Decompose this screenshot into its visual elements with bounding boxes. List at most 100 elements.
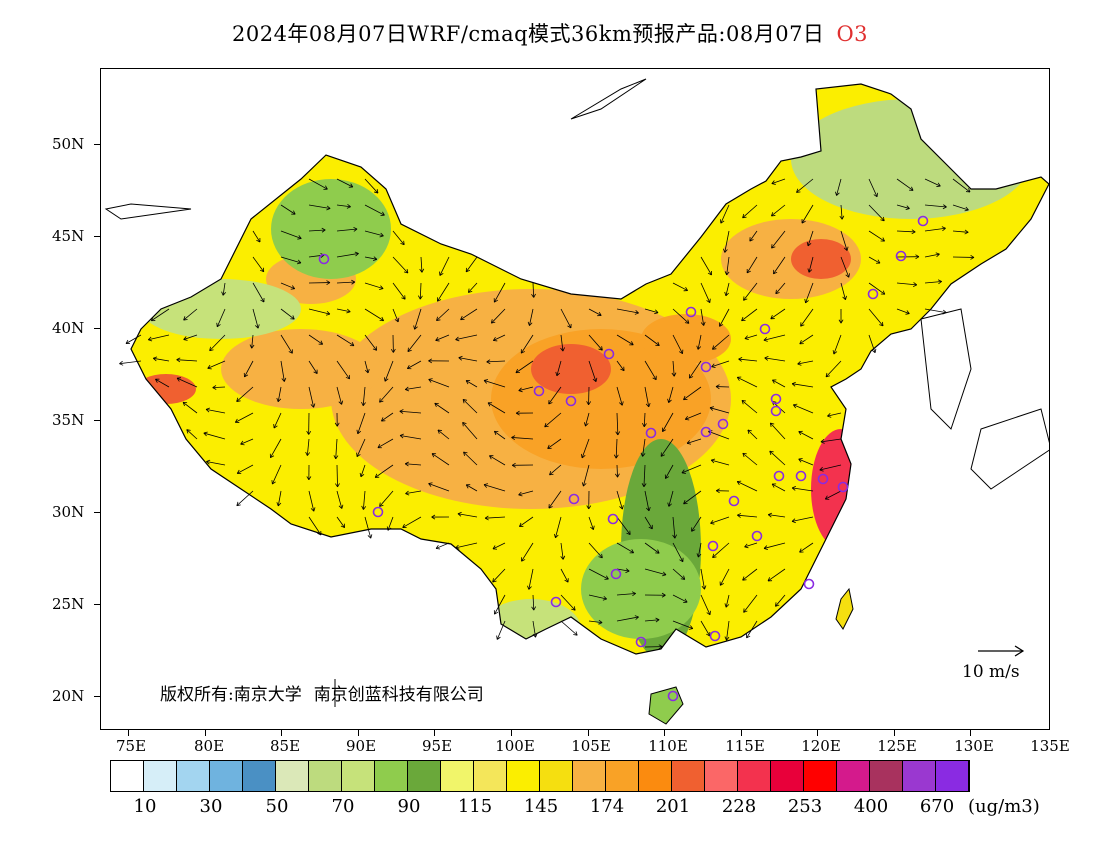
wind-arrow <box>437 429 450 440</box>
wind-arrow <box>737 513 758 518</box>
wind-arrow <box>555 360 562 377</box>
wind-arrow <box>806 230 814 247</box>
lon-label: 120E <box>801 737 841 755</box>
city-marker <box>895 250 907 262</box>
wind-arrow <box>896 204 910 210</box>
city-marker <box>867 288 879 300</box>
wind-arrow <box>868 334 877 354</box>
city-marker <box>645 427 657 439</box>
wind-arrow <box>364 308 384 322</box>
wind-arrow <box>819 464 842 472</box>
wind-arrow <box>736 480 758 492</box>
wind-arrow <box>356 438 366 458</box>
wind-arrow <box>642 412 647 427</box>
wind-arrow <box>749 230 758 242</box>
wind-arrow <box>586 386 592 405</box>
legend-swatch <box>243 761 276 791</box>
wind-arrow <box>672 542 684 563</box>
lon-label: 85E <box>269 737 301 755</box>
wind-arrow <box>616 360 625 372</box>
wind-arrow <box>335 464 340 488</box>
wind-arrow <box>672 334 684 355</box>
wind-arrow <box>392 308 400 323</box>
lon-tick <box>741 730 742 736</box>
wind-arrow <box>588 594 607 601</box>
legend-swatch <box>375 761 408 791</box>
wind-arrow <box>333 438 339 460</box>
city-marker <box>759 323 771 335</box>
lon-tick <box>894 730 895 736</box>
wind-arrow <box>465 484 478 492</box>
wind-arrow <box>493 282 506 303</box>
city-marker <box>770 405 782 417</box>
wind-arrow <box>868 282 886 295</box>
coastline-lake <box>570 78 647 120</box>
wind-arrow <box>364 230 384 238</box>
wind-arrow <box>560 308 572 329</box>
wind-arrow <box>336 279 356 285</box>
wind-reference-label: 10 m/s <box>962 662 1020 682</box>
city-marker <box>565 395 577 407</box>
wind-arrow <box>379 490 394 507</box>
wind-arrow <box>428 482 450 492</box>
city-marker <box>603 348 615 360</box>
wind-arrow <box>183 334 198 341</box>
wind-arrow <box>743 594 758 613</box>
wind-arrow <box>511 435 534 441</box>
legend-label: 30 <box>199 796 223 817</box>
wind-arrow <box>280 334 293 354</box>
legend-swatch <box>342 761 375 791</box>
wind-arrow <box>586 490 592 510</box>
wind-arrow <box>763 334 786 342</box>
city-marker <box>917 215 929 227</box>
wind-arrow <box>807 256 814 273</box>
wind-arrow <box>492 542 506 550</box>
wind-arrow <box>236 386 254 402</box>
wind-arrow <box>531 282 536 298</box>
wind-arrow <box>280 308 295 320</box>
wind-arrow <box>588 619 603 625</box>
wind-arrow <box>527 308 534 326</box>
lon-tick <box>434 730 435 736</box>
wind-arrow <box>800 308 814 327</box>
wind-arrow <box>434 402 450 414</box>
wind-arrow <box>402 516 422 529</box>
wind-arrow <box>413 308 422 330</box>
wind-arrow <box>271 464 282 485</box>
wind-arrow <box>952 229 969 235</box>
wind-arrow <box>741 308 758 322</box>
wind-arrow <box>492 568 506 583</box>
wind-arrow <box>616 542 634 554</box>
wind-arrow <box>418 282 423 300</box>
city-marker <box>707 540 719 552</box>
city-marker <box>770 393 782 405</box>
wind-arrow <box>364 204 385 216</box>
wind-arrow <box>364 282 384 290</box>
wind-arrow <box>710 516 730 525</box>
wind-arrow <box>511 462 534 468</box>
wind-arrow <box>234 412 254 423</box>
wind-arrow <box>560 334 565 352</box>
lon-tick <box>511 730 512 736</box>
wind-arrow <box>771 204 786 217</box>
wind-arrow <box>644 308 659 315</box>
wind-arrow <box>723 230 730 253</box>
city-marker <box>717 418 729 430</box>
lon-label: 100E <box>495 737 535 755</box>
wind-arrow <box>407 360 422 370</box>
wind-arrow <box>724 256 730 276</box>
legend-swatch <box>210 761 243 791</box>
wind-arrow <box>207 360 226 370</box>
wind-arrow <box>839 204 845 220</box>
wind-arrow <box>588 568 609 580</box>
wind-arrow <box>249 334 255 349</box>
legend-swatch <box>738 761 771 791</box>
legend-label: 228 <box>721 796 757 817</box>
hainan-shape <box>648 686 684 725</box>
lon-label: 110E <box>648 737 688 755</box>
wind-arrow <box>428 358 450 364</box>
wind-arrow <box>798 430 814 440</box>
wind-arrow <box>484 515 506 521</box>
wind-arrow <box>209 334 226 352</box>
wind-arrow <box>492 334 506 342</box>
